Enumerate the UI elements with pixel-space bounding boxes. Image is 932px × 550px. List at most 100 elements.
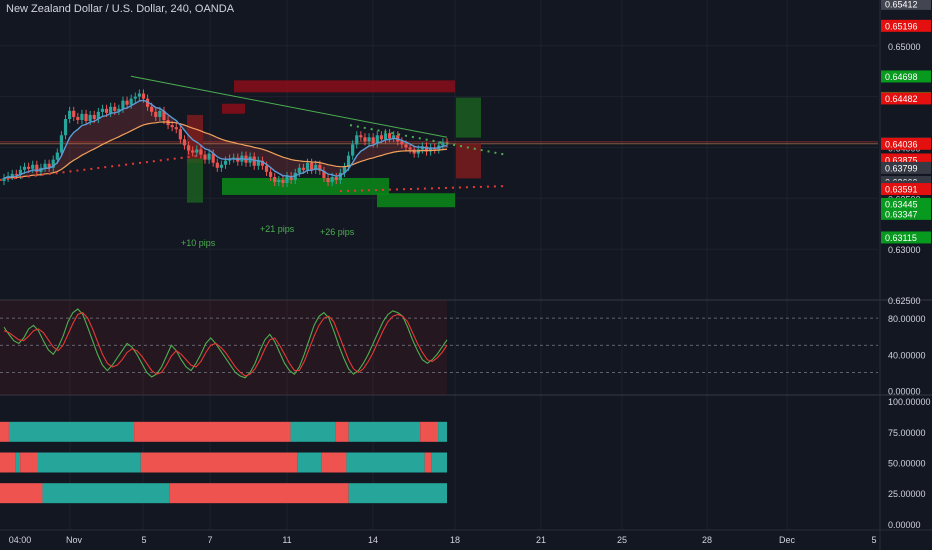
descending-trendline xyxy=(130,75,448,138)
candle-body xyxy=(375,135,379,144)
trend-segment xyxy=(348,483,447,504)
candle-body xyxy=(27,166,31,169)
candle-body xyxy=(416,149,420,154)
candle-body xyxy=(314,164,318,170)
candle-body xyxy=(35,164,39,172)
trend-tick-label: 0.00000 xyxy=(888,520,921,530)
candle-body xyxy=(424,146,429,152)
price-tick-label: 0.65000 xyxy=(888,42,921,52)
price-tick-label: 0.62500 xyxy=(888,296,921,306)
trend-tick-label: 75.00000 xyxy=(888,428,926,438)
pip-annotation: +10 pips xyxy=(181,238,216,248)
candle-body xyxy=(207,153,211,160)
candle-body xyxy=(277,180,281,183)
candle-body xyxy=(359,135,363,138)
candle-body xyxy=(22,166,27,170)
trend-segment xyxy=(0,452,16,473)
price-tag-label: 0.63115 xyxy=(885,233,917,243)
price-tag-label: 0.63445 xyxy=(885,199,918,209)
candle-body xyxy=(63,118,68,136)
price-tag xyxy=(881,70,931,83)
candle-body xyxy=(392,135,396,139)
target-box xyxy=(187,158,203,203)
candle-body xyxy=(55,152,59,160)
candle-body xyxy=(76,116,80,120)
price-tag-label: 0.65196 xyxy=(885,21,918,31)
candle-body xyxy=(43,163,47,168)
time-axis-label: 7 xyxy=(207,535,212,545)
candle-body xyxy=(383,133,388,140)
candle-body xyxy=(158,110,162,117)
candle-body xyxy=(162,110,166,120)
candle-body xyxy=(109,106,113,113)
time-axis-label: 25 xyxy=(617,535,627,545)
supply-zone-box xyxy=(234,80,455,93)
trend-tick-label: 50.00000 xyxy=(888,459,926,469)
target-box xyxy=(456,97,481,138)
candle-body xyxy=(269,171,273,177)
candle-body xyxy=(310,162,314,170)
candle-body xyxy=(92,114,96,119)
candle-body xyxy=(338,172,342,180)
candle-body xyxy=(18,169,23,175)
candle-body xyxy=(104,108,109,113)
trend-segment xyxy=(140,452,298,473)
candle-body xyxy=(154,111,158,117)
trend-segment xyxy=(37,452,141,473)
candle-body xyxy=(80,113,84,120)
candle-body xyxy=(195,149,199,153)
trend-segment xyxy=(420,421,439,442)
trend-segment xyxy=(431,452,447,473)
price-tag-label: 0.63591 xyxy=(885,185,918,195)
candle-body xyxy=(117,108,121,111)
candle-body xyxy=(59,135,64,153)
candle-body xyxy=(137,93,141,97)
price-tag xyxy=(881,92,931,105)
trend-segment xyxy=(335,421,349,442)
candle-body xyxy=(223,160,228,165)
candle-body xyxy=(150,106,154,112)
time-axis-label: 14 xyxy=(368,535,378,545)
candle-body xyxy=(84,113,88,122)
oscillator-tick-label: 0.00000 xyxy=(888,386,921,396)
candle-body xyxy=(182,139,187,146)
price-tag-label: 0.63875 xyxy=(885,156,918,166)
candle-body xyxy=(355,135,359,145)
oscillator-line xyxy=(3,312,448,377)
pip-annotation: +21 pips xyxy=(260,224,295,234)
trendline-projection xyxy=(349,124,506,156)
candle-body xyxy=(404,144,408,148)
candle-body xyxy=(330,176,334,183)
price-tag xyxy=(881,161,931,174)
price-tag-label: 0.64036 xyxy=(885,139,918,149)
price-tag-label: 0.64482 xyxy=(885,94,918,104)
trend-segment xyxy=(169,483,349,504)
trend-segment xyxy=(321,452,347,473)
candle-body xyxy=(72,110,76,117)
candle-body xyxy=(191,150,195,153)
trend-segment xyxy=(0,483,43,504)
trend-segment xyxy=(20,452,38,473)
candle-body xyxy=(334,176,338,180)
candle-body xyxy=(264,165,269,172)
candle-body xyxy=(318,164,322,171)
price-tag xyxy=(881,207,931,220)
price-tag xyxy=(881,183,931,196)
trend-segment xyxy=(8,421,135,442)
trend-tick-label: 25.00000 xyxy=(888,489,926,499)
candle-body xyxy=(219,164,223,168)
time-axis-label: 5 xyxy=(141,535,146,545)
oscillator-shading xyxy=(0,300,447,395)
stop-box xyxy=(456,143,481,179)
time-axis-label: 28 xyxy=(702,535,712,545)
candle-body xyxy=(88,114,92,122)
candle-body xyxy=(47,163,51,168)
candle-body xyxy=(215,162,219,168)
price-tag xyxy=(881,231,931,244)
candle-body xyxy=(420,146,424,150)
candle-body xyxy=(289,175,293,180)
candle-body xyxy=(121,100,125,109)
time-axis-label: 04:00 xyxy=(9,535,32,545)
chart-title: New Zealand Dollar / U.S. Dollar, 240, O… xyxy=(6,3,235,15)
